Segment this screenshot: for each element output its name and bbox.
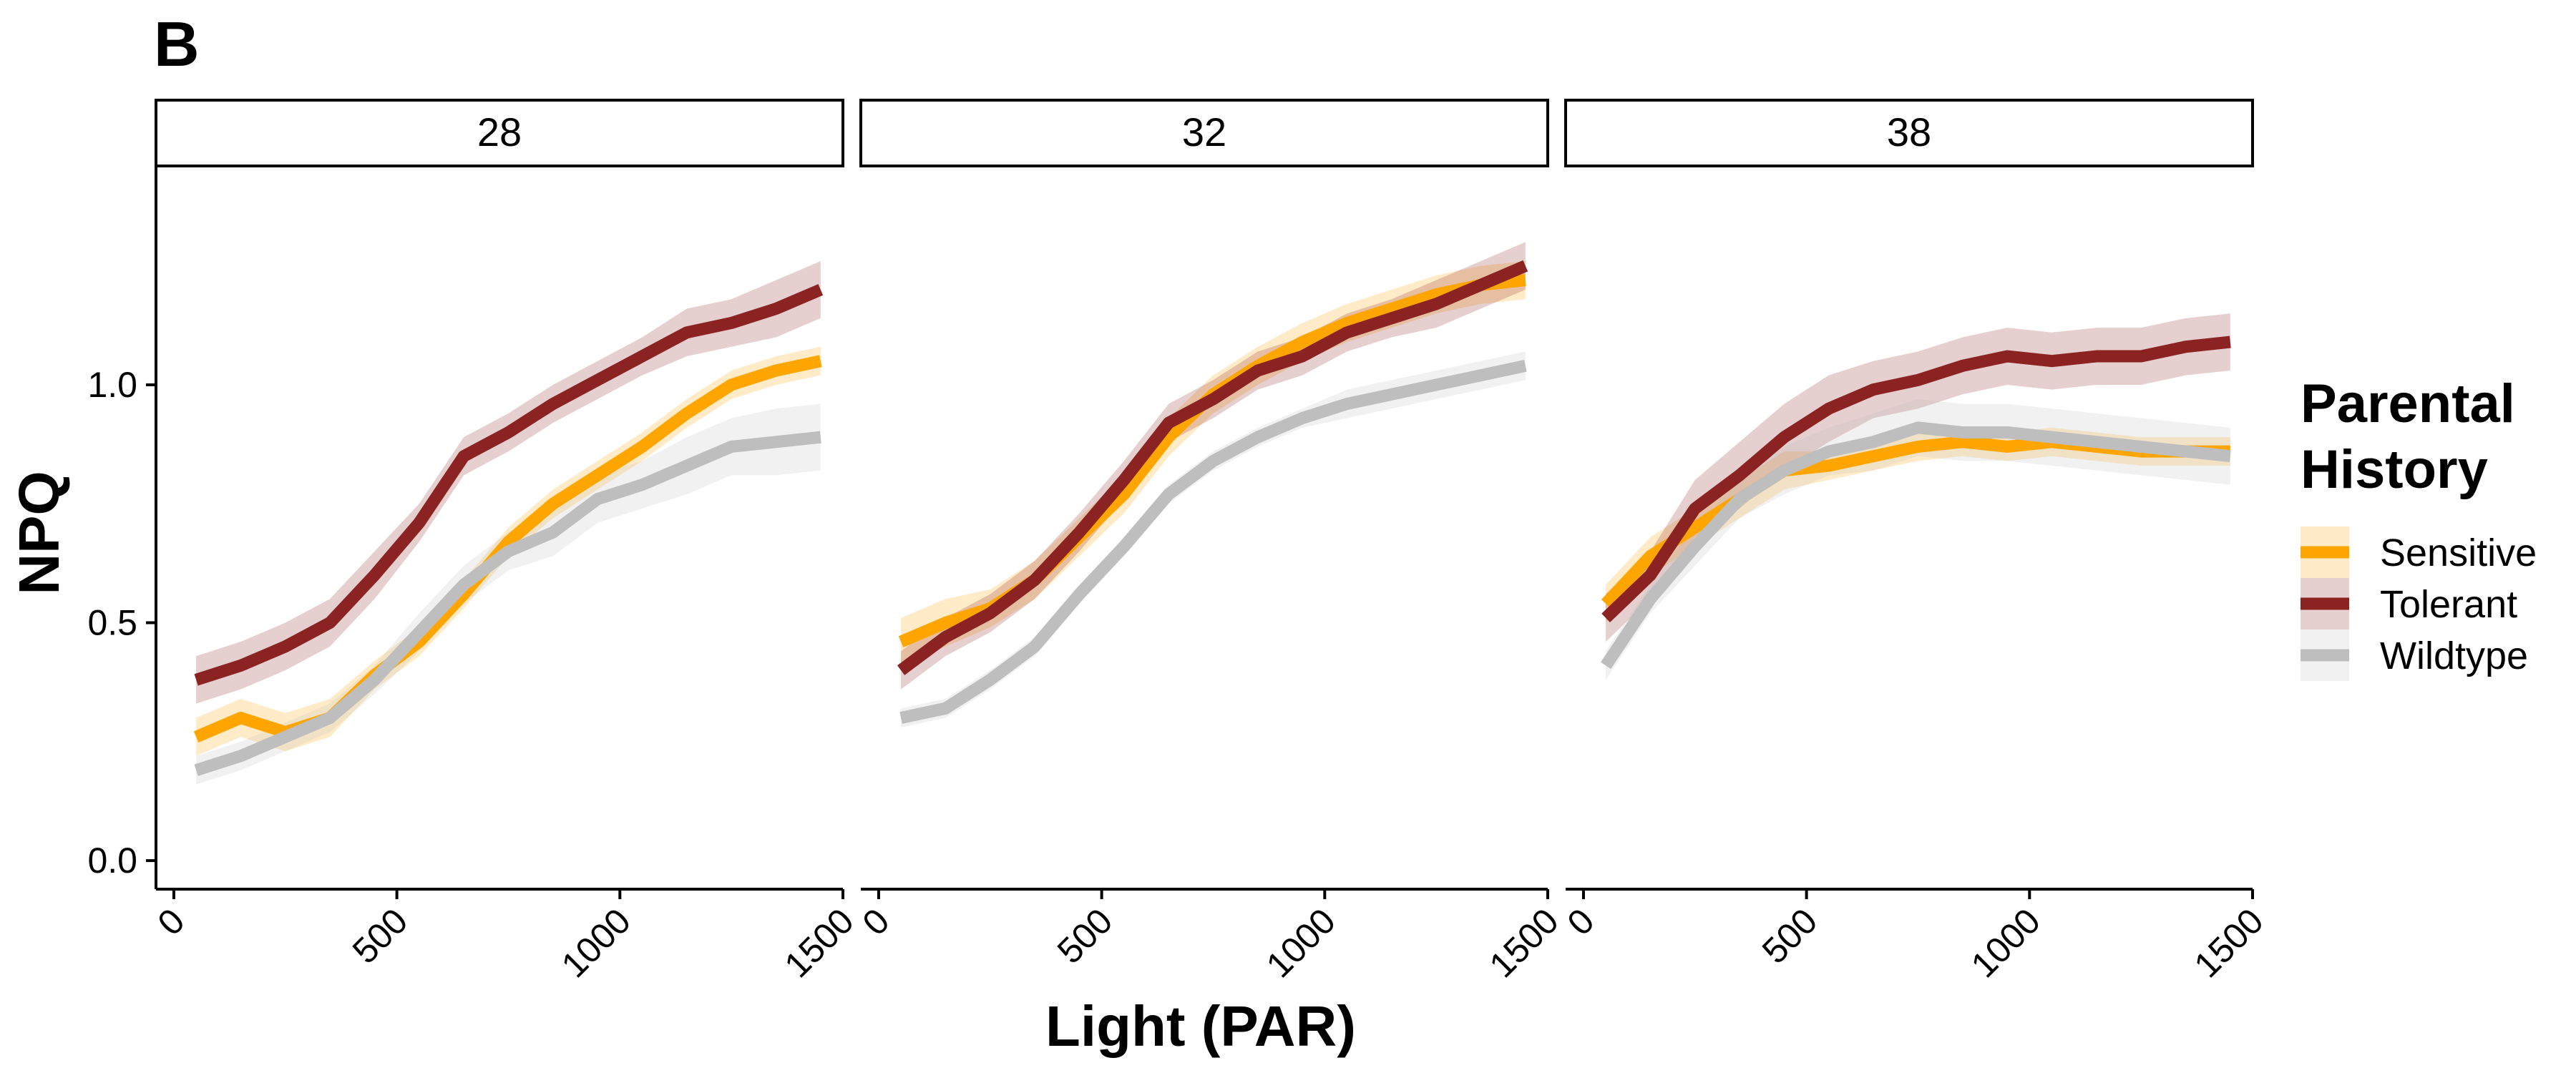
legend-label: Wildtype xyxy=(2380,635,2528,677)
y-axis-title: NPQ xyxy=(7,471,71,594)
series-line-tolerant xyxy=(897,260,1528,675)
series-line-wildtype xyxy=(899,360,1527,724)
legend-label: Tolerant xyxy=(2380,583,2517,626)
ci-ribbon-wildtype xyxy=(1606,398,2230,680)
facet-strip xyxy=(859,99,1549,167)
facet-panel-32: 32 0 500 1000 1500 xyxy=(854,99,1566,985)
x-tick-label: 1500 xyxy=(1482,901,1566,985)
facet-strip-label: 32 xyxy=(1182,109,1226,155)
series-line-wildtype xyxy=(194,431,821,776)
ci-ribbon-tolerant xyxy=(1606,313,2230,642)
x-tick-label: 500 xyxy=(345,901,416,971)
panel-label: B xyxy=(154,9,200,79)
y-tick-label: 0.5 xyxy=(87,603,137,643)
facet-panel-28: 28 0.0 0.5 1.0 0 500 1000 1500 xyxy=(87,99,862,985)
facet-strip-label: 28 xyxy=(477,109,522,155)
x-tick-label: 500 xyxy=(1050,901,1121,971)
x-tick-label: 500 xyxy=(1755,901,1825,971)
x-tick-label: 0 xyxy=(150,901,192,943)
legend-title: Parental xyxy=(2301,373,2515,434)
x-tick-label: 1000 xyxy=(1259,901,1343,985)
x-tick-label: 1000 xyxy=(554,901,638,985)
facet-strip-label: 38 xyxy=(1887,109,1931,155)
x-axis-title: Light (PAR) xyxy=(1045,994,1356,1058)
y-tick-label: 0.0 xyxy=(87,841,137,881)
x-tick-label: 1000 xyxy=(1963,901,2048,985)
ci-ribbon-sensitive xyxy=(1606,427,2230,623)
x-tick-label: 0 xyxy=(854,901,897,943)
legend-item-wildtype: Wildtype xyxy=(2301,629,2528,681)
series-line-wildtype xyxy=(1601,421,2231,670)
x-tick-label: 1500 xyxy=(777,901,862,985)
series-line-tolerant xyxy=(194,284,824,686)
legend-label: Sensitive xyxy=(2380,531,2537,574)
x-tick-label: 0 xyxy=(1559,901,1601,943)
legend-item-tolerant: Tolerant xyxy=(2301,578,2517,629)
series-line-tolerant xyxy=(1601,335,2231,623)
facet-panel-38: 38 0 500 1000 1500 xyxy=(1559,99,2271,985)
legend-item-sensitive: Sensitive xyxy=(2301,526,2537,578)
facet-strip xyxy=(1564,99,2254,167)
legend-title: History xyxy=(2301,439,2488,500)
facet-strip xyxy=(155,99,844,167)
facets: 28 0.0 0.5 1.0 0 500 1000 1500 32 0 500 1000 1500 38 0… xyxy=(87,99,2271,985)
x-tick-label: 1500 xyxy=(2187,901,2271,985)
y-tick-label: 1.0 xyxy=(87,365,137,405)
